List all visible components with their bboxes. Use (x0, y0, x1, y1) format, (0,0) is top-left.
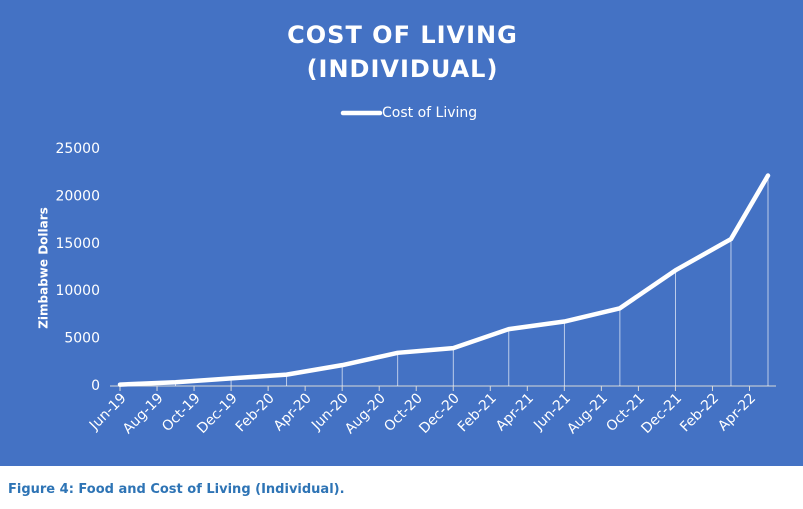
y-tick-label: 5000 (64, 331, 100, 347)
chart-title: COST OF LIVING (INDIVIDUAL) (287, 21, 518, 83)
y-tick-label: 10000 (55, 283, 100, 299)
chart: Zimbabwe Dollars 0 5000 10000 15000 20000 250… (0, 0, 803, 466)
y-axis-label: Zimbabwe Dollars (37, 207, 51, 329)
y-tick-label: 15000 (55, 236, 100, 252)
y-tick-label: 25000 (55, 141, 100, 157)
legend-label: Cost of Living (382, 105, 477, 121)
series-line (117, 173, 771, 387)
y-tick-label: 20000 (55, 188, 100, 204)
caption: Figure 4: Food and Cost of Living (Indiv… (8, 482, 345, 497)
chart-background (0, 0, 803, 466)
y-tick-label: 0 (91, 378, 100, 394)
